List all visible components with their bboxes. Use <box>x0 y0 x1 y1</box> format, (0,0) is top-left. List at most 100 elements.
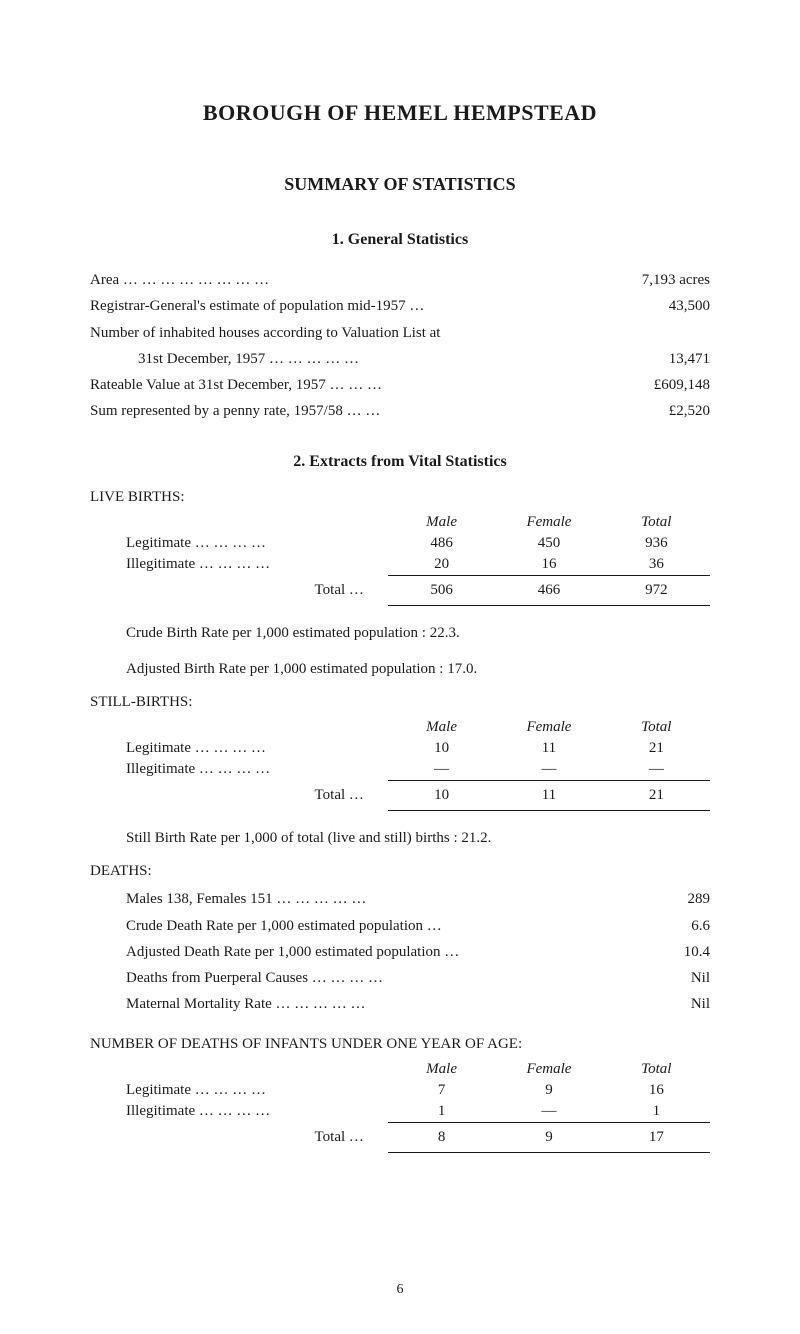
table-row: Illegitimate … … … … 20 16 36 <box>90 554 710 576</box>
cell: 9 <box>495 1122 602 1152</box>
stat-value: £2,520 <box>657 398 710 424</box>
stat-value: 13,471 <box>657 346 710 372</box>
total-row: Total … 506 466 972 <box>90 575 710 605</box>
cell: 9 <box>495 1080 602 1101</box>
cell: — <box>603 759 710 781</box>
stat-row: Deaths from Puerperal Causes … … … … Nil <box>126 965 710 991</box>
cell: 21 <box>603 781 710 811</box>
table-row: Illegitimate … … … … 1 — 1 <box>90 1101 710 1123</box>
stat-label: 31st December, 1957 … … … … … <box>90 346 657 372</box>
row-label: Illegitimate … … … … <box>90 759 388 781</box>
infant-deaths-label: NUMBER OF DEATHS OF INFANTS UNDER ONE YE… <box>90 1036 710 1053</box>
cell: 36 <box>603 554 710 576</box>
stat-label: Deaths from Puerperal Causes … … … … <box>126 965 679 991</box>
section1-heading: 1. General Statistics <box>90 231 710 249</box>
stat-label: Maternal Mortality Rate … … … … … <box>126 991 679 1017</box>
stat-row: Area … … … … … … … … 7,193 acres <box>90 267 710 293</box>
cell: 11 <box>495 781 602 811</box>
cell: 972 <box>603 575 710 605</box>
row-label: Illegitimate … … … … <box>90 554 388 576</box>
total-label: Total … <box>90 781 388 811</box>
stat-row: Males 138, Females 151 … … … … … 289 <box>126 886 710 912</box>
stat-label: Sum represented by a penny rate, 1957/58… <box>90 398 657 424</box>
stat-label: Rateable Value at 31st December, 1957 … … <box>90 372 642 398</box>
stat-label: Area … … … … … … … … <box>90 267 630 293</box>
still-birth-rate: Still Birth Rate per 1,000 of total (liv… <box>90 825 710 851</box>
stat-row: Crude Death Rate per 1,000 estimated pop… <box>126 913 710 939</box>
stat-row: Sum represented by a penny rate, 1957/58… <box>90 398 710 424</box>
cell: 20 <box>388 554 495 576</box>
stat-label: Number of inhabited houses according to … <box>90 320 698 346</box>
stat-row: Adjusted Death Rate per 1,000 estimated … <box>126 939 710 965</box>
crude-birth-rate: Crude Birth Rate per 1,000 estimated pop… <box>90 620 710 646</box>
cell: 10 <box>388 781 495 811</box>
stat-value: 10.4 <box>672 939 710 965</box>
cell: 466 <box>495 575 602 605</box>
col-header: Male <box>388 512 495 533</box>
stat-label: Males 138, Females 151 … … … … … <box>126 886 676 912</box>
stat-row: Maternal Mortality Rate … … … … … Nil <box>126 991 710 1017</box>
cell: 936 <box>603 533 710 554</box>
table-header-row: Male Female Total <box>90 512 710 533</box>
live-births-label: LIVE BIRTHS: <box>90 489 710 506</box>
page-subtitle: SUMMARY OF STATISTICS <box>90 174 710 195</box>
cell: 10 <box>388 738 495 759</box>
stat-value: Nil <box>679 991 710 1017</box>
page-title: BOROUGH OF HEMEL HEMPSTEAD <box>90 100 710 126</box>
row-label: Legitimate … … … … <box>90 533 388 554</box>
still-births-label: STILL-BIRTHS: <box>90 694 710 711</box>
table-row: Legitimate … … … … 486 450 936 <box>90 533 710 554</box>
total-label: Total … <box>90 1122 388 1152</box>
cell: — <box>495 759 602 781</box>
stat-row: Rateable Value at 31st December, 1957 … … <box>90 372 710 398</box>
total-row: Total … 8 9 17 <box>90 1122 710 1152</box>
live-births-table: Male Female Total Legitimate … … … … 486… <box>90 512 710 606</box>
stat-value: 7,193 acres <box>630 267 710 293</box>
stat-value: £609,148 <box>642 372 710 398</box>
cell: 1 <box>603 1101 710 1123</box>
cell: 17 <box>603 1122 710 1152</box>
section2-heading: 2. Extracts from Vital Statistics <box>90 453 710 471</box>
cell: 21 <box>603 738 710 759</box>
still-births-table: Male Female Total Legitimate … … … … 10 … <box>90 717 710 811</box>
col-header: Male <box>388 717 495 738</box>
stat-value: 6.6 <box>679 913 710 939</box>
stat-row: 31st December, 1957 … … … … … 13,471 <box>90 346 710 372</box>
deaths-stats: Males 138, Females 151 … … … … … 289 Cru… <box>90 886 710 1017</box>
general-stats: Area … … … … … … … … 7,193 acres Registr… <box>90 267 710 425</box>
col-header: Female <box>495 512 602 533</box>
table-header-row: Male Female Total <box>90 717 710 738</box>
cell: 7 <box>388 1080 495 1101</box>
cell: — <box>495 1101 602 1123</box>
stat-label: Crude Death Rate per 1,000 estimated pop… <box>126 913 679 939</box>
stat-label: Adjusted Death Rate per 1,000 estimated … <box>126 939 672 965</box>
cell: 450 <box>495 533 602 554</box>
stat-value: 289 <box>676 886 711 912</box>
stat-value: Nil <box>679 965 710 991</box>
cell: 11 <box>495 738 602 759</box>
col-header: Female <box>495 717 602 738</box>
stat-row: Number of inhabited houses according to … <box>90 320 710 346</box>
cell: 16 <box>603 1080 710 1101</box>
col-header: Female <box>495 1059 602 1080</box>
cell: — <box>388 759 495 781</box>
col-header: Total <box>603 512 710 533</box>
col-header: Total <box>603 717 710 738</box>
stat-value: 43,500 <box>657 293 710 319</box>
table-row: Illegitimate … … … … — — — <box>90 759 710 781</box>
row-label: Legitimate … … … … <box>90 738 388 759</box>
adjusted-birth-rate: Adjusted Birth Rate per 1,000 estimated … <box>90 656 710 682</box>
table-header-row: Male Female Total <box>90 1059 710 1080</box>
cell: 8 <box>388 1122 495 1152</box>
row-label: Illegitimate … … … … <box>90 1101 388 1123</box>
table-row: Legitimate … … … … 10 11 21 <box>90 738 710 759</box>
cell: 506 <box>388 575 495 605</box>
col-header: Male <box>388 1059 495 1080</box>
total-row: Total … 10 11 21 <box>90 781 710 811</box>
cell: 1 <box>388 1101 495 1123</box>
stat-row: Registrar-General's estimate of populati… <box>90 293 710 319</box>
cell: 486 <box>388 533 495 554</box>
page-number: 6 <box>397 1282 404 1298</box>
cell: 16 <box>495 554 602 576</box>
deaths-label: DEATHS: <box>90 863 710 880</box>
